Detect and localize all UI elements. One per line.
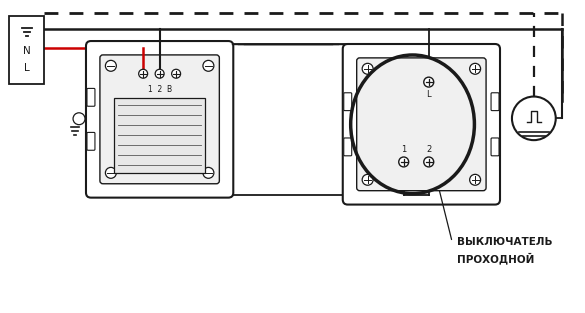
Circle shape xyxy=(512,96,556,140)
Circle shape xyxy=(171,69,181,78)
Circle shape xyxy=(73,113,85,125)
Circle shape xyxy=(424,77,433,87)
Circle shape xyxy=(362,174,373,185)
FancyBboxPatch shape xyxy=(491,138,499,156)
Circle shape xyxy=(105,60,116,71)
FancyBboxPatch shape xyxy=(9,16,44,84)
FancyBboxPatch shape xyxy=(344,93,352,110)
Text: 1: 1 xyxy=(401,145,407,154)
FancyBboxPatch shape xyxy=(87,132,95,150)
FancyBboxPatch shape xyxy=(114,98,205,173)
Circle shape xyxy=(203,167,214,178)
FancyBboxPatch shape xyxy=(357,58,486,191)
FancyBboxPatch shape xyxy=(344,138,352,156)
Circle shape xyxy=(399,157,409,167)
Circle shape xyxy=(155,69,164,78)
Circle shape xyxy=(139,69,147,78)
Text: L: L xyxy=(426,90,431,100)
Circle shape xyxy=(424,157,433,167)
FancyBboxPatch shape xyxy=(343,44,500,205)
FancyBboxPatch shape xyxy=(100,55,219,184)
Bar xyxy=(226,44,350,195)
Circle shape xyxy=(105,167,116,178)
Circle shape xyxy=(470,174,481,185)
Circle shape xyxy=(362,63,373,74)
Text: ВЫКЛЮЧАТЕЛЬ
ПРОХОДНОЙ: ВЫКЛЮЧАТЕЛЬ ПРОХОДНОЙ xyxy=(457,237,553,264)
Text: N: N xyxy=(23,46,30,56)
FancyBboxPatch shape xyxy=(86,41,233,198)
Circle shape xyxy=(470,63,481,74)
Text: L: L xyxy=(24,63,30,73)
Text: 2: 2 xyxy=(426,145,431,154)
Text: 1  2  B: 1 2 B xyxy=(147,85,171,94)
FancyBboxPatch shape xyxy=(491,93,499,110)
FancyBboxPatch shape xyxy=(87,88,95,106)
Circle shape xyxy=(203,60,214,71)
